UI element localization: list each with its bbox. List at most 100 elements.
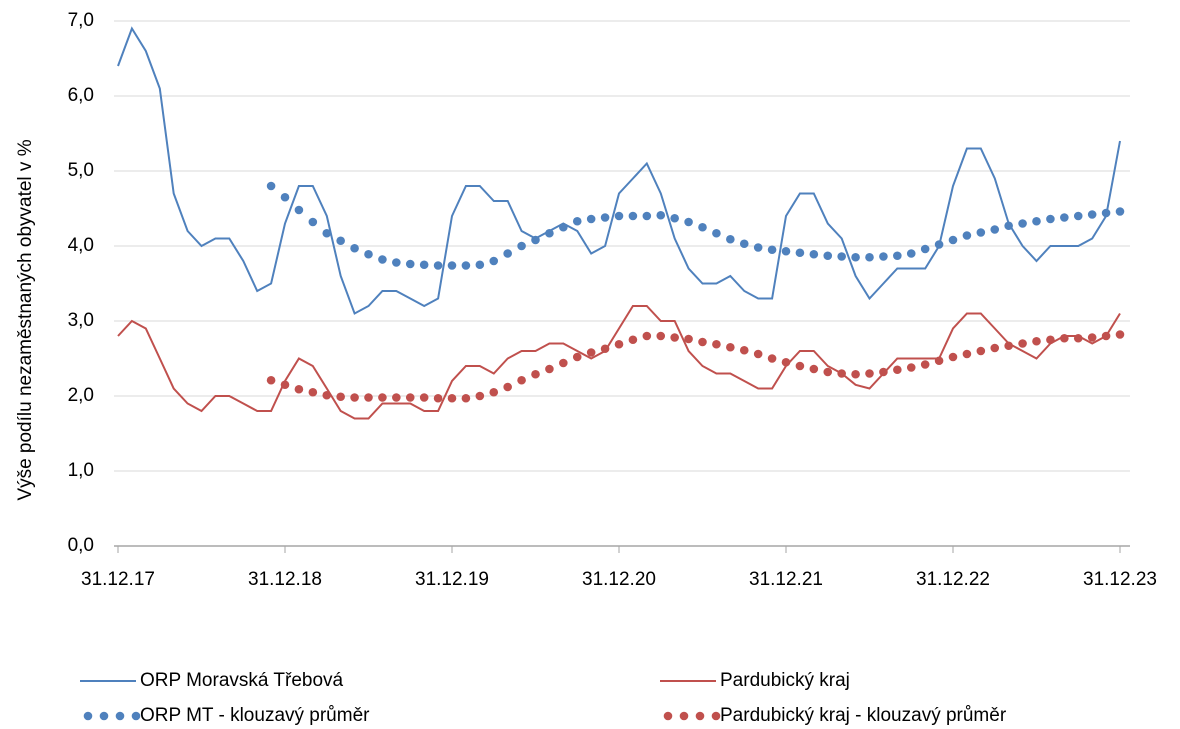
dot [586, 214, 596, 224]
dot [614, 339, 624, 349]
dot [934, 240, 944, 249]
dot [698, 337, 707, 347]
dot [461, 393, 471, 403]
dot [753, 349, 763, 359]
dot [656, 331, 666, 341]
dot [670, 333, 679, 342]
dot [1060, 213, 1069, 222]
y-tick-label: 6,0 [68, 85, 94, 106]
legend-label: Pardubický kraj [720, 670, 850, 691]
dot [322, 228, 332, 238]
dot [1004, 221, 1013, 231]
dot [851, 252, 860, 262]
dot [392, 393, 401, 402]
dot [1101, 208, 1111, 218]
dot [642, 211, 652, 221]
dot [837, 369, 846, 378]
dot [433, 393, 443, 403]
dot [1087, 333, 1097, 342]
dot [948, 352, 958, 362]
x-tick-label: 31.12.20 [582, 569, 656, 590]
legend-symbol [695, 711, 705, 721]
dot [684, 334, 693, 344]
dot [684, 217, 693, 227]
dot [628, 335, 638, 345]
dot [837, 252, 846, 261]
dot [364, 393, 373, 402]
dot [795, 361, 805, 371]
dot [489, 387, 499, 397]
dot [364, 249, 373, 259]
dot [1115, 207, 1125, 216]
series-line [117, 305, 1121, 420]
dot [712, 228, 721, 238]
dot [781, 246, 791, 256]
dot [934, 356, 944, 366]
dot [712, 339, 721, 349]
dot [433, 261, 443, 270]
dot [545, 364, 554, 374]
dot [614, 211, 624, 221]
dot [447, 393, 457, 403]
dot [517, 375, 526, 385]
dot [642, 331, 652, 341]
dot [990, 225, 1000, 234]
dot [531, 235, 540, 245]
dot [586, 348, 596, 357]
dot [559, 358, 568, 368]
dot [1032, 336, 1041, 346]
legend-symbol [711, 711, 721, 721]
y-tick-label: 1,0 [68, 460, 94, 481]
dot [823, 367, 833, 377]
dot [781, 357, 791, 367]
dot [809, 364, 819, 374]
dot [322, 390, 332, 400]
legend-symbol [83, 711, 93, 721]
y-tick-label: 5,0 [68, 160, 94, 181]
dot [1073, 211, 1083, 221]
dot [976, 228, 986, 237]
dot [739, 345, 749, 355]
dot [266, 375, 276, 385]
dot [1046, 214, 1055, 224]
dot [726, 234, 735, 244]
legend-label: Pardubický kraj - klouzavý průměr [720, 705, 1007, 726]
dot [920, 360, 930, 369]
dot [475, 260, 485, 270]
dot [809, 249, 819, 259]
dot [350, 393, 359, 402]
dot [698, 222, 707, 232]
dot [294, 205, 304, 215]
legend-symbol [115, 711, 125, 721]
dot [405, 259, 415, 269]
legend-symbol [99, 711, 109, 721]
dot [280, 192, 290, 202]
x-tick-label: 31.12.21 [749, 569, 823, 590]
dot [1101, 331, 1111, 341]
dot [447, 261, 457, 270]
dot [419, 260, 429, 270]
x-tick-label: 31.12.23 [1083, 569, 1157, 590]
dot [405, 393, 415, 402]
dot [531, 369, 540, 379]
dot [670, 213, 679, 223]
dot [392, 258, 401, 267]
dot [1018, 339, 1027, 348]
dot [1004, 341, 1013, 351]
dot [906, 249, 916, 258]
y-tick-label: 3,0 [68, 310, 94, 331]
dot [280, 380, 290, 390]
dot [503, 249, 512, 258]
legend-label: ORP MT - klouzavý průměr [140, 705, 370, 726]
dot [893, 365, 902, 375]
series-line [117, 26, 1121, 315]
dot [739, 239, 749, 249]
x-tick-label: 31.12.17 [81, 569, 155, 590]
y-tick-label: 0,0 [68, 535, 94, 556]
dot [378, 255, 387, 264]
dot [962, 349, 972, 359]
dot [266, 181, 276, 191]
dot [294, 384, 304, 394]
y-tick-label: 4,0 [68, 235, 94, 256]
